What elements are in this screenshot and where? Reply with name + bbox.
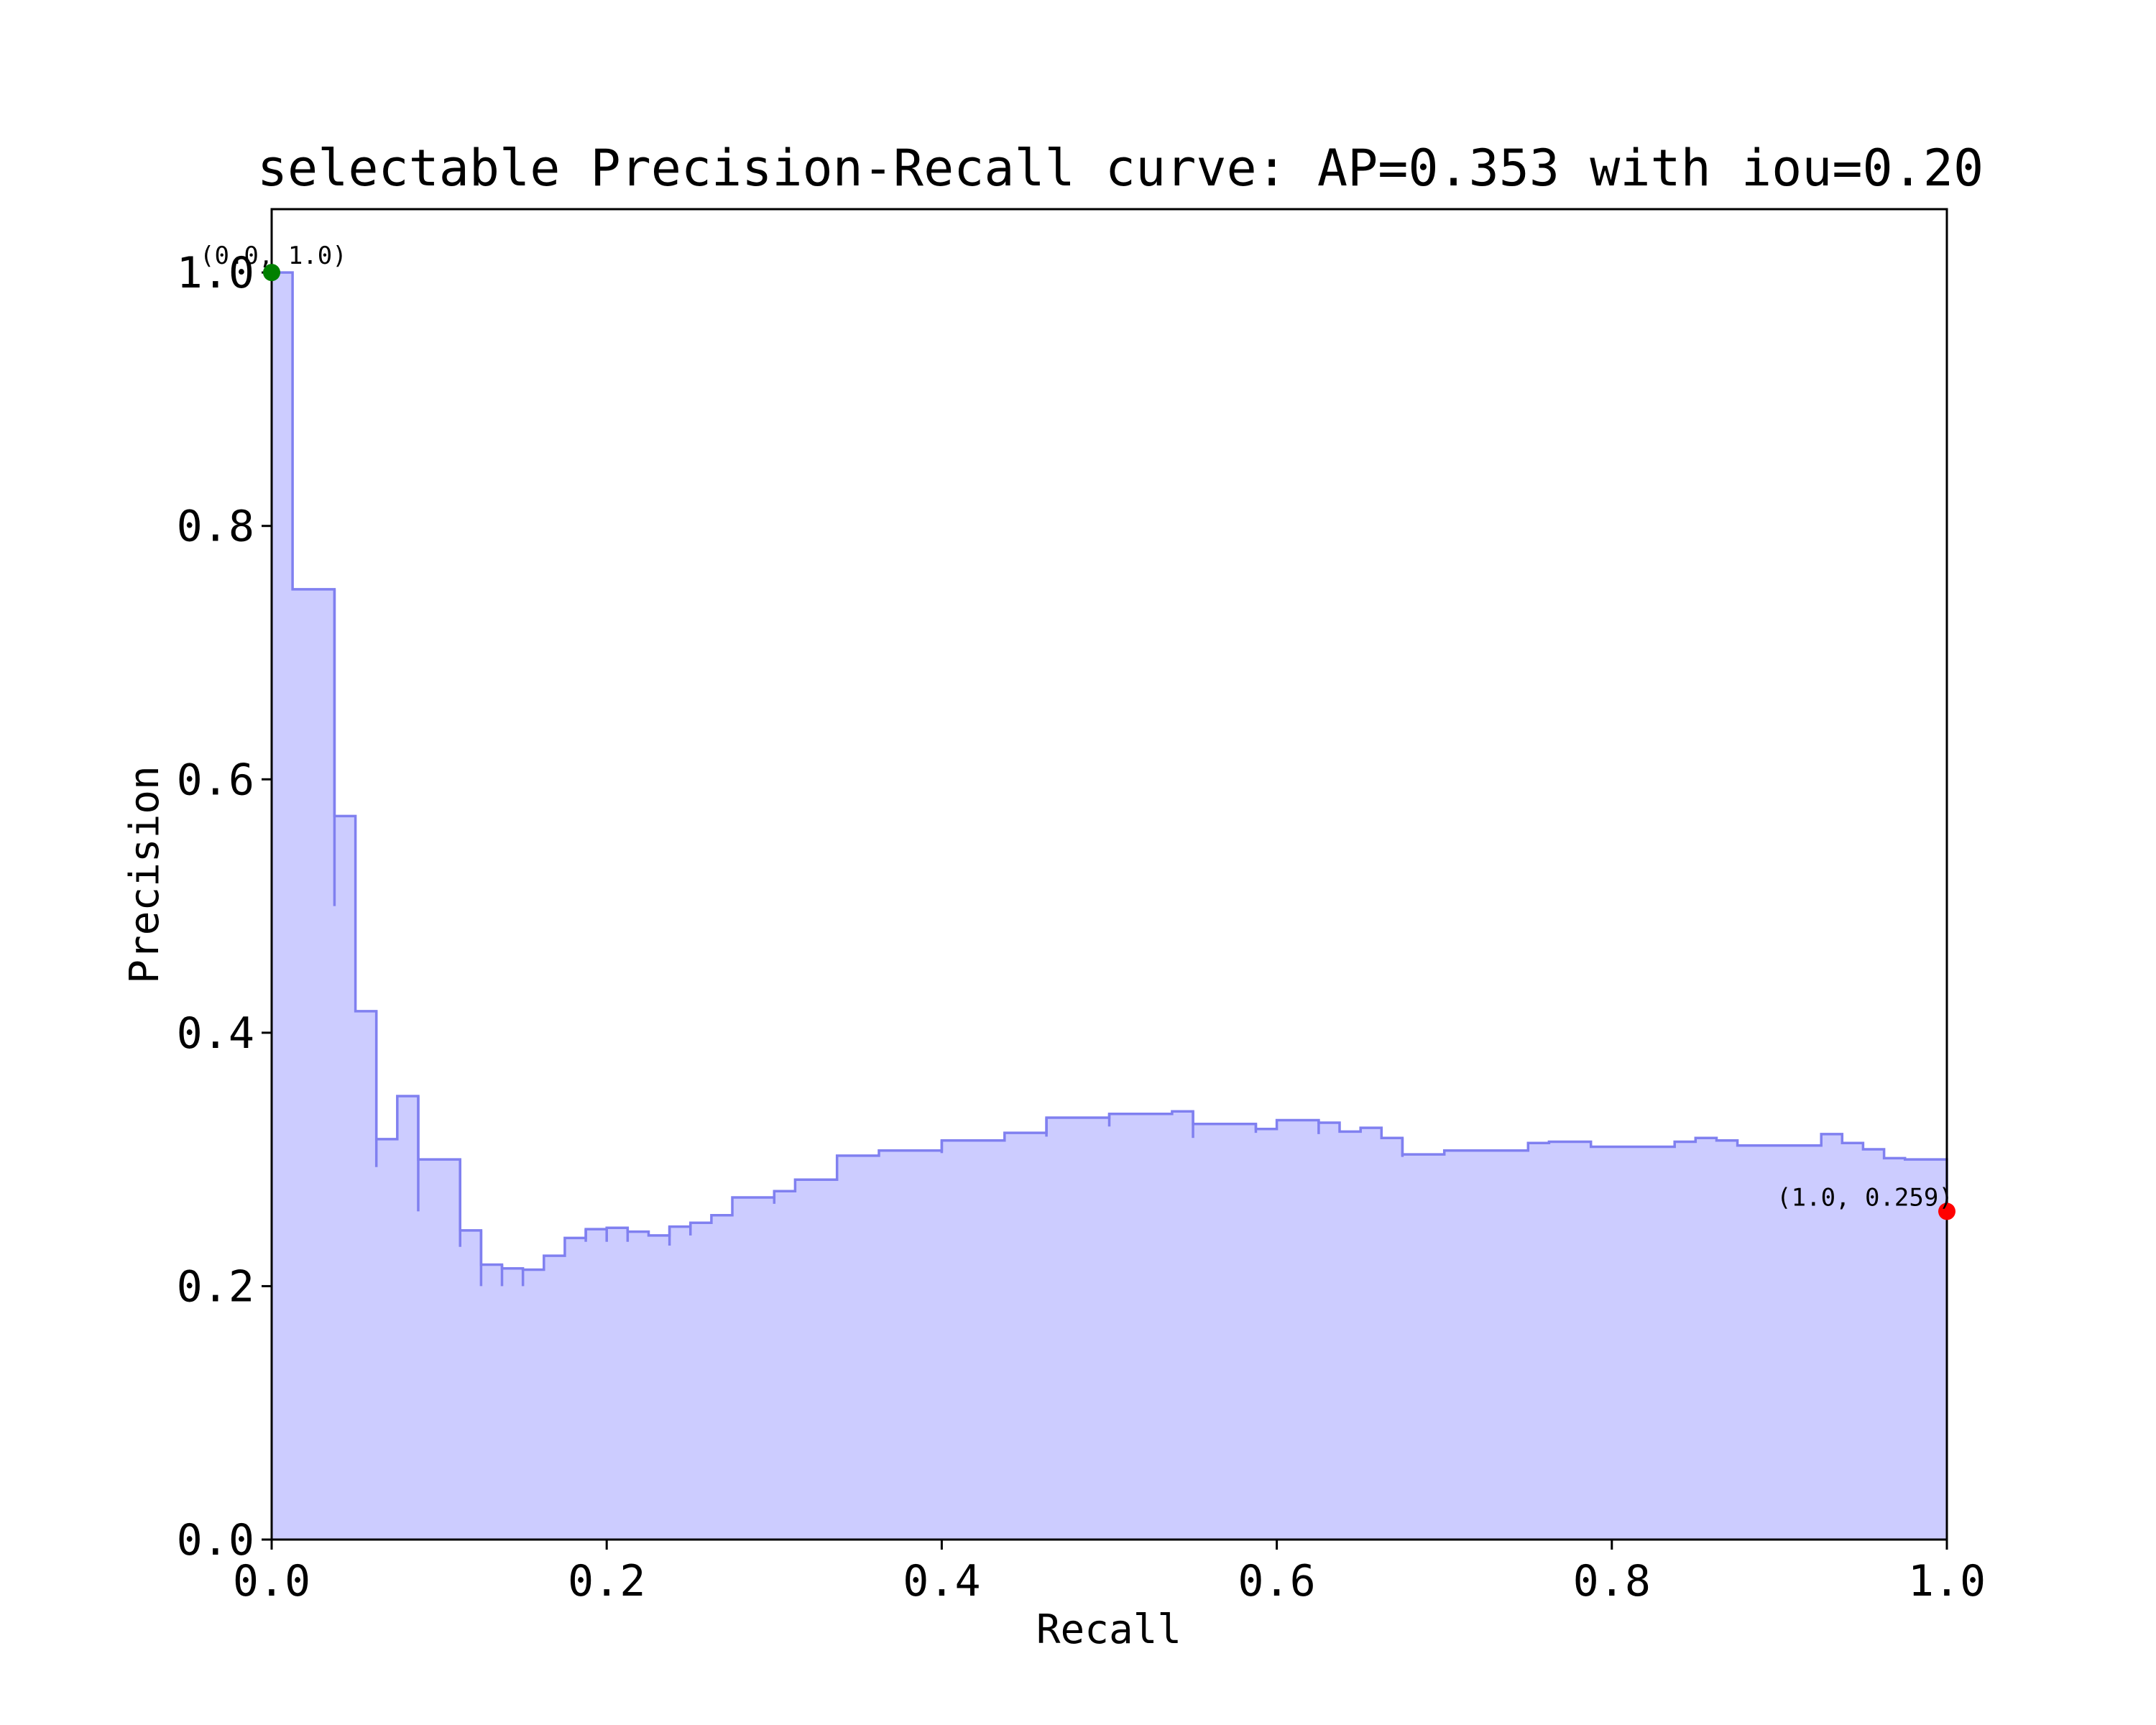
x-axis-label: Recall: [1036, 1606, 1181, 1653]
y-tick-label: 0.6: [177, 755, 254, 805]
x-tick-label: 0.2: [568, 1556, 645, 1606]
end-point-marker: [1938, 1202, 1955, 1220]
y-tick-label: 0.4: [177, 1008, 254, 1059]
x-tick-label: 0.4: [903, 1556, 980, 1606]
y-tick-label: 0.2: [177, 1261, 254, 1312]
y-tick-label: 1.0: [177, 248, 254, 298]
y-axis: 0.0 0.2 0.4 0.6 0.8 1.0: [177, 248, 272, 1565]
start-point-label: (0.0, 1.0): [200, 242, 347, 270]
y-axis-label: Precision: [121, 765, 168, 983]
x-axis: 0.0 0.2 0.4 0.6 0.8 1.0: [233, 1540, 1986, 1606]
y-tick-label: 0.0: [177, 1515, 254, 1565]
annotations: (0.0, 1.0) (1.0, 0.259): [200, 242, 1955, 1220]
end-point-label: (1.0, 0.259): [1777, 1183, 1953, 1212]
x-tick-label: 0.0: [233, 1556, 310, 1606]
chart-title: selectable Precision-Recall curve: AP=0.…: [257, 139, 1984, 198]
start-point-marker: [263, 264, 280, 282]
axes-frame: [270, 208, 1948, 1541]
x-tick-label: 0.6: [1238, 1556, 1315, 1606]
y-tick-label: 0.8: [177, 502, 254, 552]
plot-area: [272, 271, 1948, 1540]
pr-area-fill: [272, 272, 1947, 1540]
x-tick-label: 0.8: [1573, 1556, 1651, 1606]
x-tick-label: 1.0: [1908, 1556, 1986, 1606]
